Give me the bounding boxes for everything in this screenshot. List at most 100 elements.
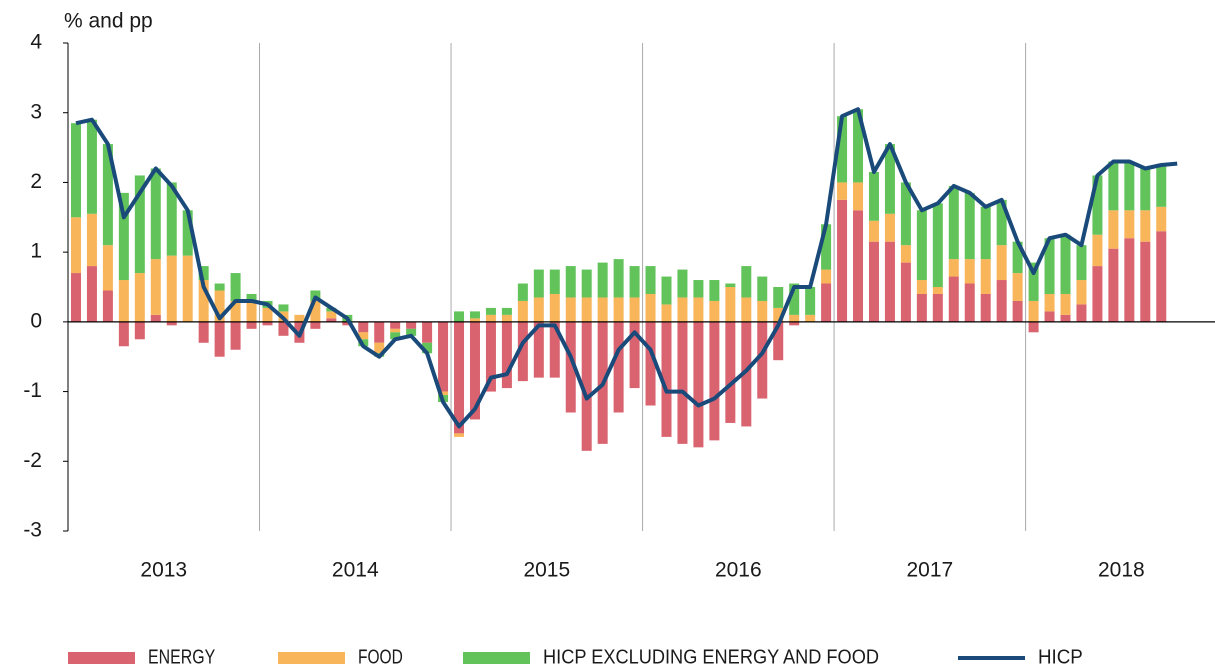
bar — [501, 307, 512, 315]
bar — [134, 273, 145, 322]
line — [75, 107, 1178, 429]
bar — [390, 321, 401, 329]
bar — [565, 321, 576, 413]
bar — [996, 245, 1007, 281]
bar — [294, 314, 305, 322]
legend-swatch — [463, 652, 530, 664]
bar — [1140, 168, 1151, 211]
bar — [454, 321, 465, 434]
bar — [932, 203, 943, 287]
bar — [980, 206, 991, 260]
x-tick-label: 2013 — [140, 559, 187, 582]
bar — [613, 259, 624, 298]
bar — [709, 321, 720, 441]
bar — [1124, 161, 1135, 211]
bar — [964, 283, 975, 322]
bar — [581, 297, 592, 322]
bar — [932, 287, 943, 294]
bar — [374, 342, 385, 354]
bar — [230, 273, 241, 301]
bar — [773, 307, 784, 322]
x-tick-label: 2015 — [523, 559, 570, 582]
bar — [837, 182, 848, 200]
bar — [469, 311, 480, 319]
bar — [134, 175, 145, 274]
bar — [438, 391, 449, 396]
bar — [118, 280, 129, 322]
bar — [900, 245, 911, 263]
bar — [837, 116, 848, 183]
bar — [166, 182, 177, 256]
bar — [150, 168, 161, 260]
bar — [693, 321, 704, 448]
bar — [469, 318, 480, 322]
bar — [150, 314, 161, 322]
bar — [454, 433, 465, 437]
bar — [884, 213, 895, 242]
x-tick-label: 2018 — [1098, 559, 1145, 582]
bar — [533, 269, 544, 298]
legend-label: HICP — [1038, 646, 1083, 668]
bar — [517, 321, 528, 382]
bar — [262, 321, 273, 326]
bar — [1092, 175, 1103, 235]
bar — [1108, 210, 1119, 249]
bar — [118, 192, 129, 281]
bar — [821, 224, 832, 270]
bar — [741, 321, 752, 427]
bar — [980, 259, 991, 294]
bar — [246, 293, 257, 301]
bar — [214, 283, 225, 291]
bar — [1076, 304, 1087, 322]
bar — [1124, 210, 1135, 239]
bar — [1092, 234, 1103, 267]
bar — [597, 262, 608, 298]
bar — [438, 321, 449, 392]
bar — [166, 255, 177, 322]
bar — [645, 266, 656, 294]
bar — [789, 283, 800, 315]
bar — [501, 321, 512, 389]
bar — [230, 321, 241, 350]
bar — [709, 280, 720, 301]
bar — [517, 300, 528, 322]
bar — [837, 199, 848, 322]
bar — [1044, 293, 1055, 312]
bar — [932, 293, 943, 322]
bar — [310, 300, 321, 322]
bar — [358, 321, 369, 333]
bar — [661, 276, 672, 305]
bar — [1076, 245, 1087, 281]
bar — [597, 297, 608, 322]
bar — [948, 185, 959, 260]
bar — [581, 269, 592, 298]
bar — [86, 266, 97, 322]
bar — [406, 321, 417, 329]
y-tick-label: -2 — [23, 449, 42, 472]
bar — [805, 314, 816, 322]
bar — [1076, 280, 1087, 305]
bar — [677, 297, 688, 322]
x-tick-label: 2014 — [332, 559, 379, 582]
bar — [1012, 300, 1023, 322]
bar — [805, 287, 816, 315]
bar — [390, 332, 401, 340]
bar — [725, 287, 736, 322]
bar — [613, 297, 624, 322]
bar — [485, 314, 496, 322]
bar — [1028, 262, 1039, 301]
bar — [198, 280, 209, 322]
bar — [709, 300, 720, 322]
bar — [884, 144, 895, 214]
legend-label: HICP EXCLUDING ENERGY AND FOOD — [543, 646, 879, 668]
bar — [230, 300, 241, 322]
bar — [166, 321, 177, 326]
bar — [182, 210, 193, 256]
bar — [533, 297, 544, 322]
bar — [868, 220, 879, 242]
bar — [485, 307, 496, 315]
bar — [916, 210, 927, 281]
bar — [645, 321, 656, 406]
bar — [821, 283, 832, 322]
bar — [645, 293, 656, 322]
